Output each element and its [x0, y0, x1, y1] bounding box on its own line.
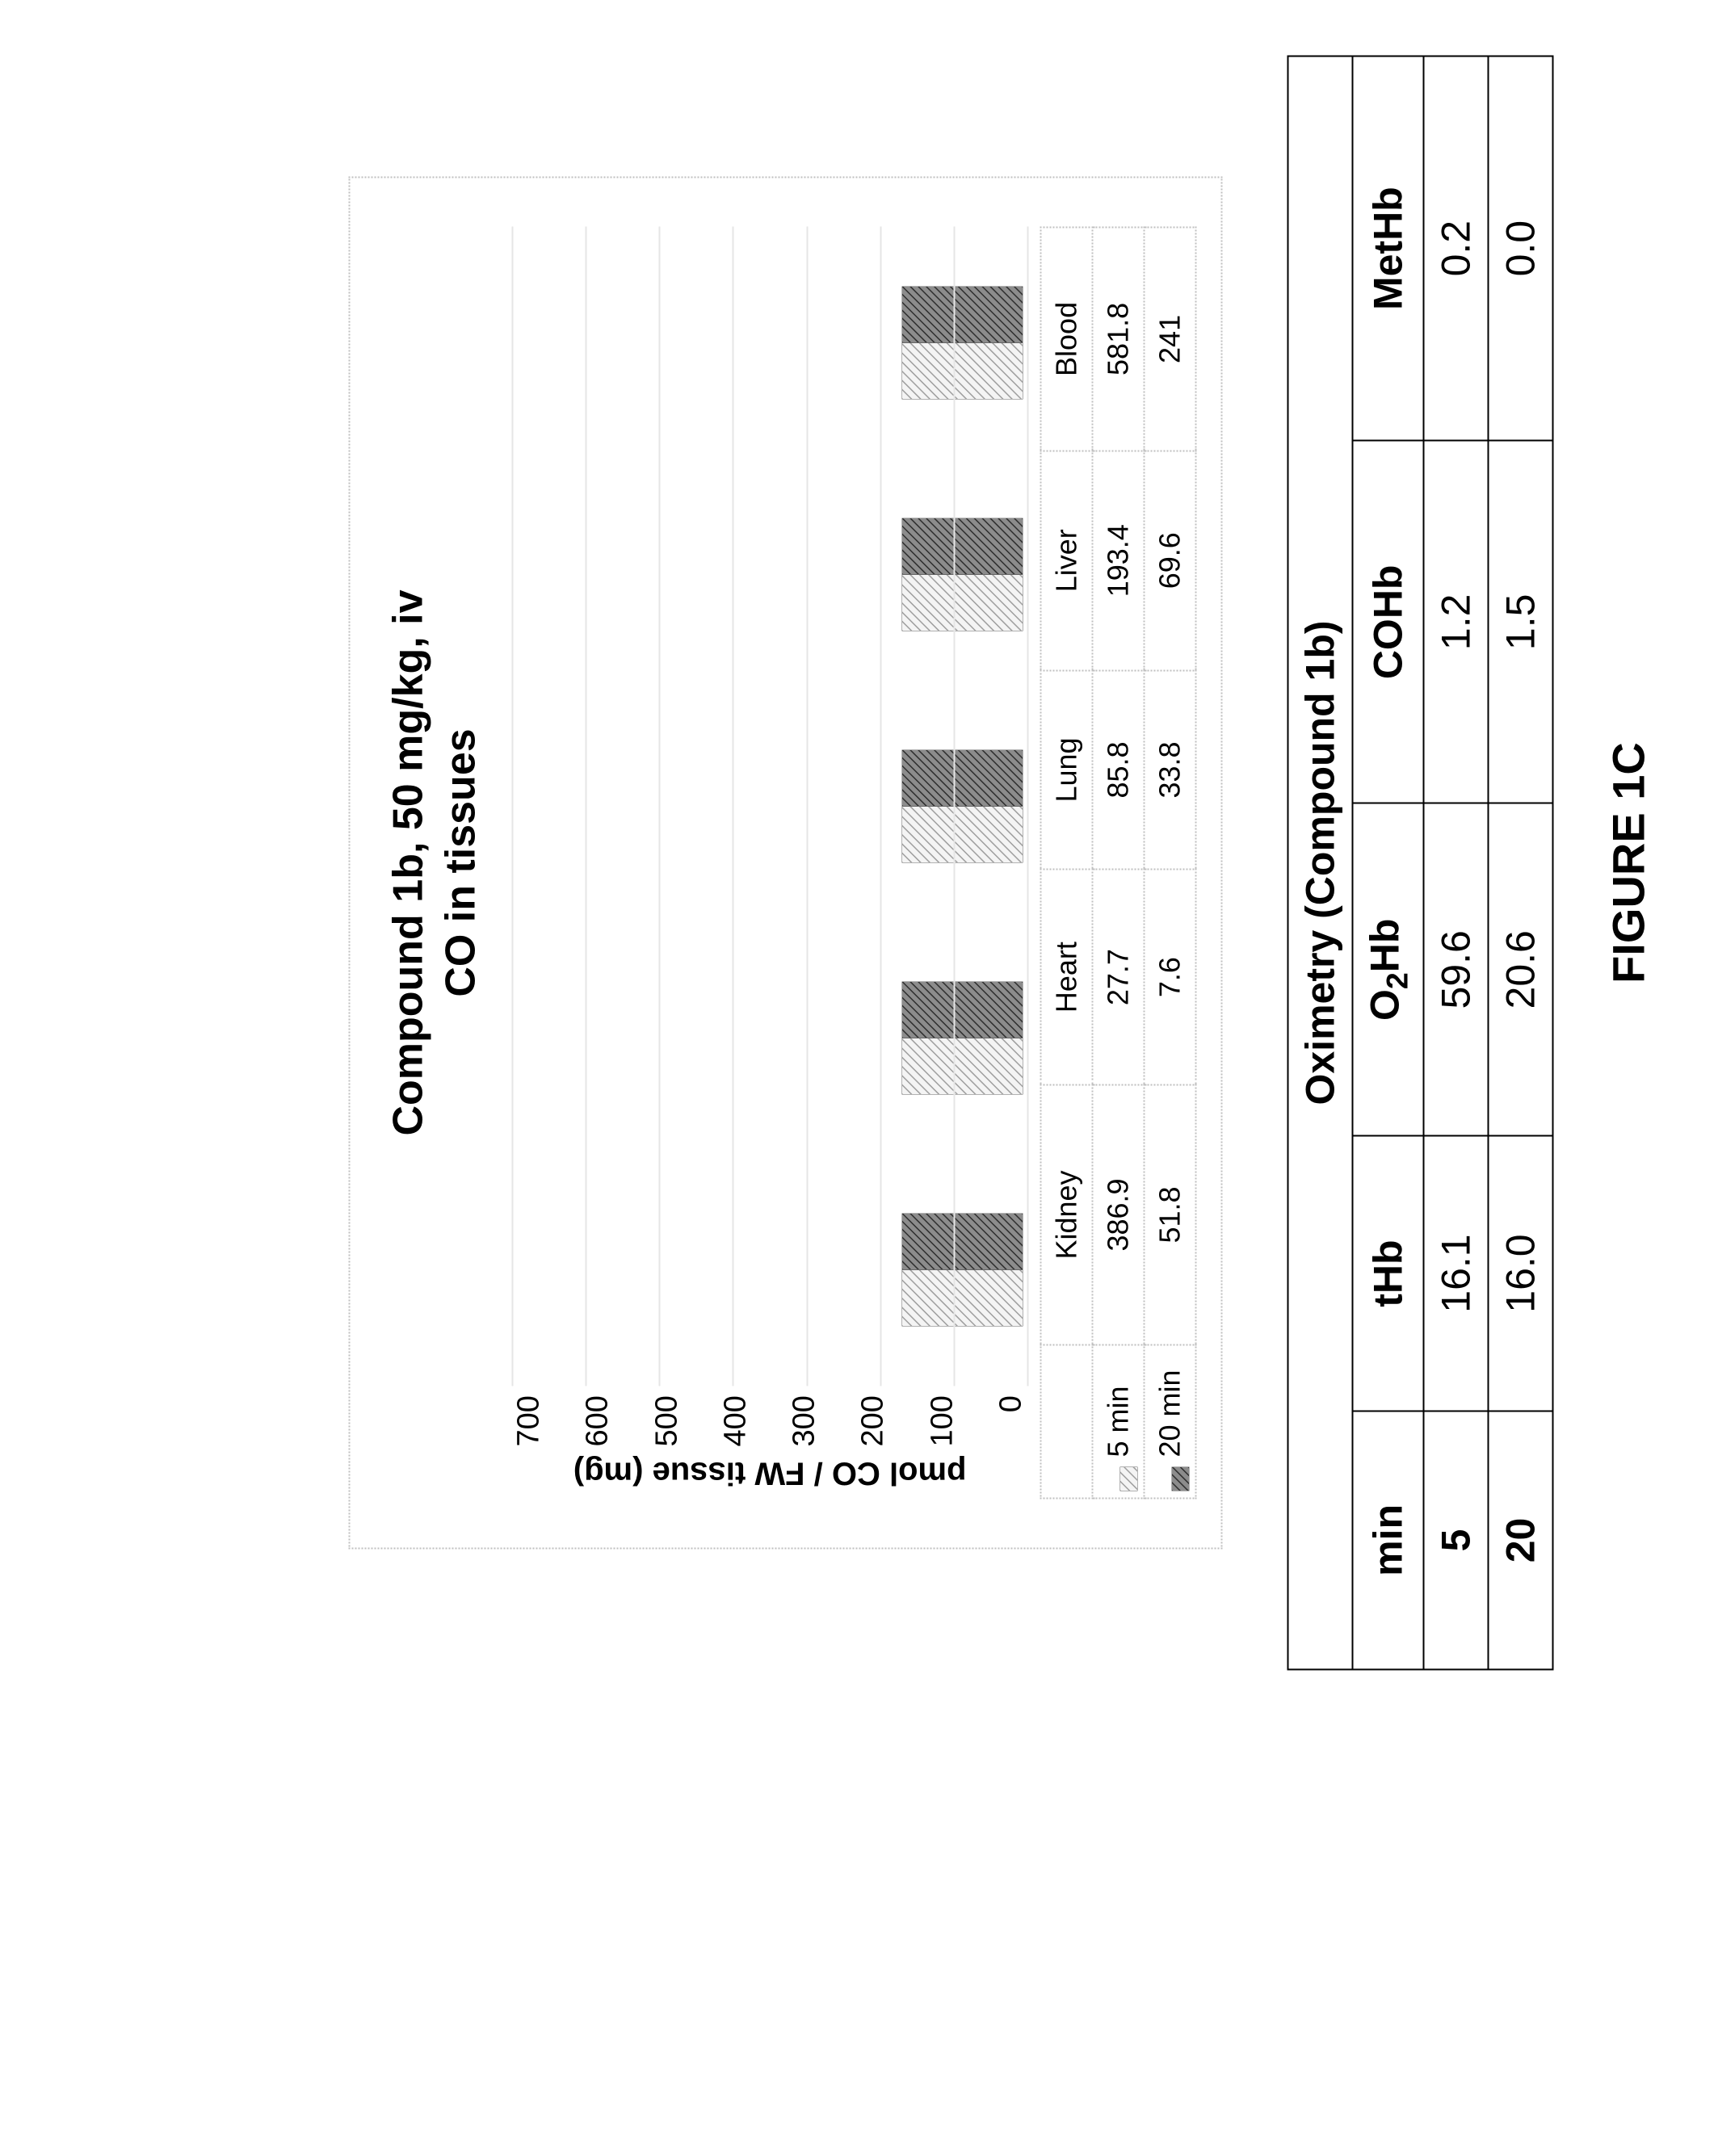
gridline [880, 227, 881, 1386]
oximetry-cell: 16.0 [1489, 1136, 1553, 1411]
data-cell: 193.4 [1093, 451, 1145, 670]
oximetry-cell: 1.5 [1489, 441, 1553, 803]
figure-label: FIGURE 1C [1602, 0, 1655, 1832]
bars-row [512, 227, 1027, 1386]
bar [902, 981, 1027, 1038]
oximetry-cell: 59.6 [1424, 803, 1489, 1136]
bar [902, 286, 1027, 342]
gridline [953, 227, 955, 1386]
y-tick: 100 [925, 1395, 960, 1446]
oximetry-table: Oximetry (Compound 1b)mintHbO2HbCOHbMetH… [1287, 56, 1554, 1671]
bar-group [902, 965, 1027, 1110]
y-tick: 400 [718, 1395, 753, 1446]
y-tick: 600 [581, 1395, 615, 1446]
data-cell: 241 [1145, 228, 1196, 451]
gridline [1027, 227, 1029, 1386]
data-cell: 7.6 [1145, 870, 1196, 1085]
plot-wrap: pmol CO / FW tissue (mg) 700 600 500 400 300… [512, 227, 1029, 1500]
y-axis-ticks: 700 600 500 400 300 200 100 0 [512, 1386, 1029, 1446]
oximetry-title: Oximetry (Compound 1b) [1288, 57, 1353, 1670]
oximetry-cell: 20 [1489, 1411, 1553, 1669]
bar [902, 342, 1027, 399]
y-tick: 0 [993, 1395, 1028, 1412]
oximetry-col-header: MetHb [1353, 57, 1424, 441]
data-cell: 581.8 [1093, 228, 1145, 451]
data-cell: 27.7 [1093, 870, 1145, 1085]
gridline [733, 227, 734, 1386]
category-header: Lung [1041, 670, 1093, 870]
data-cell: 51.8 [1145, 1084, 1196, 1344]
category-header: Liver [1041, 451, 1093, 670]
y-tick: 700 [512, 1395, 547, 1446]
y-tick: 300 [788, 1395, 822, 1446]
category-header: Blood [1041, 228, 1093, 451]
gridline [586, 227, 587, 1386]
table-corner [1041, 1345, 1093, 1499]
oximetry-cell: 1.2 [1424, 441, 1489, 803]
chart-data-table: KidneyHeartLungLiverBlood 5 min386.927.78… [1040, 227, 1197, 1500]
bar [902, 1270, 1027, 1327]
oximetry-col-header: O2Hb [1353, 803, 1424, 1136]
y-tick: 200 [856, 1395, 891, 1446]
bar-group [902, 501, 1027, 647]
bar [902, 574, 1027, 631]
chart-panel: Compound 1b, 50 mg/kg, iv CO in tissues … [349, 177, 1223, 1550]
bar [902, 518, 1027, 574]
oximetry-block: Oximetry (Compound 1b)mintHbO2HbCOHbMetH… [1287, 56, 1554, 1671]
plot-area [512, 227, 1029, 1386]
bar-group [902, 1198, 1027, 1343]
data-cell: 33.8 [1145, 670, 1196, 870]
category-header: Kidney [1041, 1084, 1093, 1344]
gridline [512, 227, 514, 1386]
data-cell: 85.8 [1093, 670, 1145, 870]
chart-title: Compound 1b, 50 mg/kg, iv CO in tissues [383, 227, 488, 1500]
bar [902, 749, 1027, 806]
bar [902, 1214, 1027, 1270]
oximetry-cell: 20.6 [1489, 803, 1553, 1136]
oximetry-cell: 16.1 [1424, 1136, 1489, 1411]
bar [902, 806, 1027, 862]
y-axis-label: pmol CO / FW tissue (mg) [512, 1447, 1029, 1500]
oximetry-cell: 0.0 [1489, 57, 1553, 441]
oximetry-col-header: min [1353, 1411, 1424, 1669]
oximetry-col-header: tHb [1353, 1136, 1424, 1411]
bar-group [902, 733, 1027, 879]
data-cell: 69.6 [1145, 451, 1196, 670]
oximetry-cell: 0.2 [1424, 57, 1489, 441]
y-tick: 500 [649, 1395, 684, 1446]
bar [902, 1038, 1027, 1094]
oximetry-cell: 5 [1424, 1411, 1489, 1669]
oximetry-col-header: COHb [1353, 441, 1424, 803]
data-cell: 386.9 [1093, 1084, 1145, 1344]
gridline [806, 227, 808, 1386]
series-row-header: 5 min [1093, 1345, 1145, 1499]
chart-title-line1: Compound 1b, 50 mg/kg, iv [383, 227, 435, 1500]
category-header: Heart [1041, 870, 1093, 1085]
gridline [659, 227, 661, 1386]
bar-group [902, 270, 1027, 415]
series-row-header: 20 min [1145, 1345, 1196, 1499]
chart-title-line2: CO in tissues [435, 227, 488, 1500]
